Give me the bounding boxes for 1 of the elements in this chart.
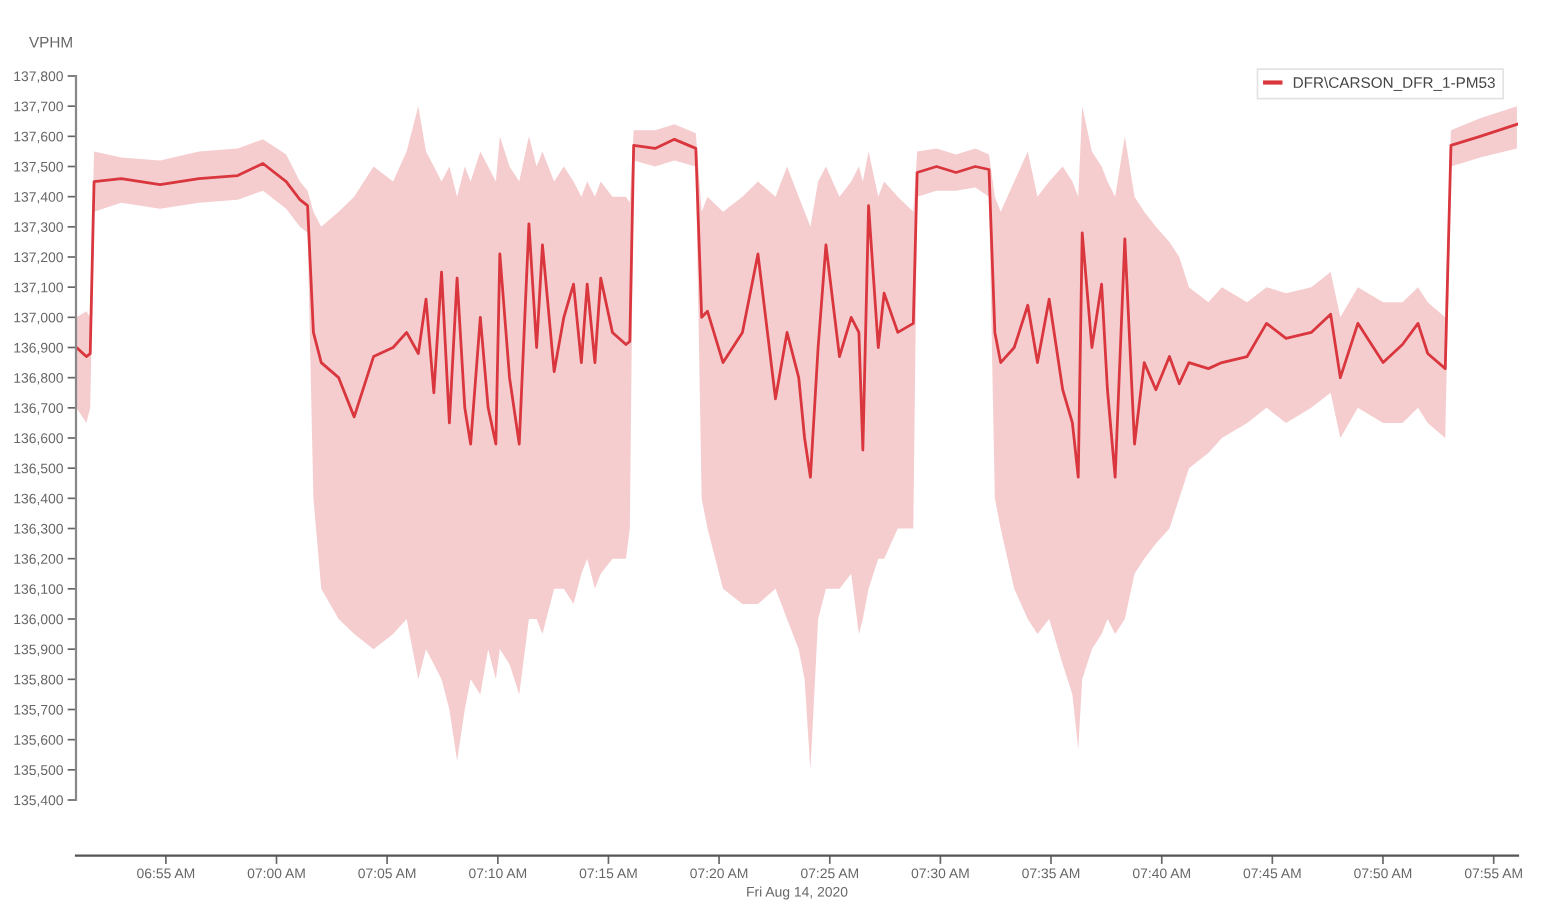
line-series: [76, 122, 1518, 479]
